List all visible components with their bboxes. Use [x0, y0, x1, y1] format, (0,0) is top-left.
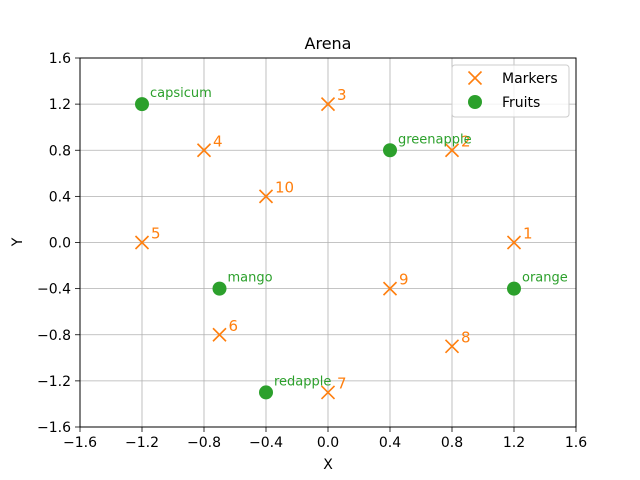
fruit-point-label: redapple: [274, 374, 331, 389]
y-axis-ticks: −1.6 −1.2 −0.8 −0.4 0.0 0.4 0.8 1.2 1.6: [37, 51, 80, 436]
marker-x-stroke: [506, 235, 522, 250]
marker-point-label: 2: [461, 132, 471, 150]
marker-point-label: 7: [337, 374, 347, 392]
marker-x-stroke: [320, 385, 336, 400]
legend-fruit-dot-icon: [468, 95, 482, 109]
fruit-point: [135, 97, 149, 112]
x-tick-label: −0.4: [249, 435, 283, 451]
marker-point: [212, 327, 227, 342]
x-tick-label: −1.2: [125, 435, 159, 451]
marker-point-label: 1: [523, 225, 533, 243]
marker-point-label: 4: [213, 132, 223, 150]
y-tick-label: 1.6: [49, 51, 71, 67]
legend: Markers Fruits: [451, 64, 570, 118]
marker-point: [320, 385, 336, 400]
x-tick-label: 0.0: [317, 435, 339, 451]
marker-point-label: 3: [337, 86, 347, 104]
marker-point: [444, 143, 460, 158]
x-axis-label: X: [323, 457, 333, 473]
marker-point: [196, 143, 212, 158]
marker-point: [382, 281, 398, 296]
marker-point: [258, 189, 274, 204]
chart-title: Arena: [305, 34, 352, 53]
marker-point: [134, 235, 150, 250]
fruit-point: [212, 281, 227, 296]
marker-point: [506, 235, 522, 250]
y-tick-label: −1.2: [37, 374, 71, 390]
x-tick-label: 0.8: [441, 435, 463, 451]
y-tick-label: −1.6: [37, 420, 71, 436]
marker-x-stroke: [320, 97, 336, 112]
fruit-point: [259, 385, 273, 400]
x-axis-ticks: −1.6 −1.2 −0.8 −0.4 0.0 0.4 0.8 1.2 1.6: [63, 427, 587, 451]
y-axis-label: Y: [10, 237, 26, 247]
marker-point: [444, 339, 460, 354]
marker-x-stroke: [258, 189, 274, 204]
legend-entry-label: Markers: [502, 71, 558, 87]
marker-point-label: 5: [151, 225, 161, 243]
y-tick-label: 0.8: [49, 143, 71, 159]
marker-x-stroke: [444, 143, 460, 158]
marker-point-label: 6: [229, 317, 239, 335]
x-tick-label: 1.2: [503, 435, 525, 451]
y-tick-label: 1.2: [49, 97, 71, 113]
fruit-point-label: capsicum: [150, 86, 212, 101]
fruit-point: [507, 281, 521, 296]
x-tick-label: −0.8: [187, 435, 221, 451]
y-tick-label: 0.4: [49, 189, 71, 205]
legend-entry-label: Fruits: [502, 95, 540, 111]
marker-point-label: 9: [399, 271, 409, 289]
y-tick-label: −0.8: [37, 328, 71, 344]
marker-x-stroke: [212, 327, 227, 342]
marker-x-stroke: [196, 143, 212, 158]
marker-point: [320, 97, 336, 112]
marker-x-stroke: [382, 281, 398, 296]
fruit-point: [383, 143, 397, 158]
legend-marker-x-icon: [467, 70, 483, 86]
marker-point-label: 10: [275, 178, 294, 196]
y-tick-label: −0.4: [37, 282, 71, 298]
x-tick-label: −1.6: [63, 435, 97, 451]
x-tick-label: 0.4: [379, 435, 401, 451]
fruit-point-label: orange: [522, 271, 568, 286]
x-tick-label: 1.6: [565, 435, 587, 451]
y-tick-label: 0.0: [49, 236, 71, 252]
marker-x-stroke: [444, 339, 460, 354]
marker-point-label: 8: [461, 328, 471, 346]
marker-x-stroke: [134, 235, 150, 250]
fruit-point-label: mango: [228, 271, 273, 286]
fruit-point-label: greenapple: [398, 132, 472, 147]
data-points: 1 2 3 4 5 6 7 8 9 10 capsicum greenapple mango orange…: [134, 86, 568, 400]
